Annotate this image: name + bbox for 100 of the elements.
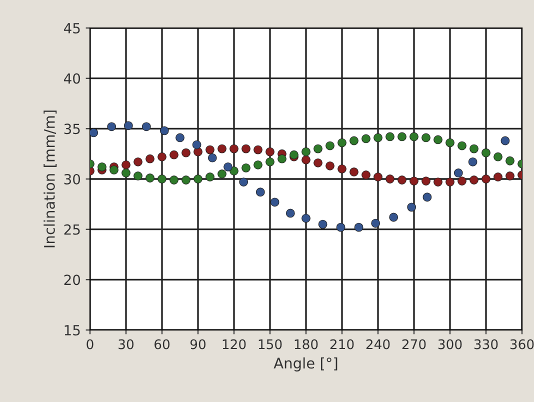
point <box>336 222 346 232</box>
point <box>350 136 358 146</box>
point <box>410 176 418 186</box>
point <box>242 163 250 172</box>
point <box>338 164 346 174</box>
point <box>374 133 382 142</box>
point <box>434 178 442 186</box>
point <box>160 126 169 136</box>
y-tick-label: 25 <box>64 224 80 235</box>
point <box>134 172 142 180</box>
point <box>398 176 406 184</box>
point <box>242 144 250 154</box>
point <box>314 158 322 168</box>
point <box>398 132 406 142</box>
point <box>254 160 262 170</box>
point <box>422 192 432 202</box>
point <box>494 172 502 182</box>
point <box>422 133 430 142</box>
x-tick-label: 210 <box>330 339 354 350</box>
x-tick-label: 360 <box>510 339 534 350</box>
point <box>500 136 510 146</box>
point <box>422 176 430 186</box>
x-tick-label: 0 <box>86 339 94 350</box>
x-axis-title: Angle [°] <box>274 357 338 372</box>
point <box>239 178 248 186</box>
point <box>124 121 133 130</box>
point <box>326 141 334 150</box>
point <box>410 132 418 142</box>
point <box>389 212 398 222</box>
point <box>454 168 463 178</box>
point <box>90 128 98 138</box>
point <box>482 148 490 158</box>
y-tick-label: 40 <box>64 73 80 84</box>
point <box>192 140 202 150</box>
point <box>182 148 190 158</box>
point <box>314 144 322 154</box>
point <box>286 208 295 218</box>
point <box>206 145 214 154</box>
point <box>146 154 154 164</box>
point <box>446 138 454 148</box>
point <box>208 153 217 162</box>
point <box>326 161 334 170</box>
point <box>434 135 442 144</box>
y-tick-label: 15 <box>64 325 80 336</box>
point <box>302 214 310 223</box>
point <box>110 165 118 174</box>
point <box>256 188 265 197</box>
point <box>374 172 382 182</box>
point <box>278 154 286 164</box>
x-tick-label: 240 <box>366 339 390 350</box>
point <box>218 144 226 154</box>
y-axis-title: Inclination [mm/m] <box>44 110 57 248</box>
point <box>470 144 478 154</box>
point <box>318 220 328 229</box>
point <box>506 172 514 180</box>
x-tick-label: 180 <box>294 339 318 350</box>
point <box>107 122 116 132</box>
point <box>482 174 490 184</box>
point <box>218 170 226 178</box>
point <box>134 157 142 166</box>
point <box>362 170 370 180</box>
point <box>194 174 202 184</box>
y-tick-label: 35 <box>64 124 80 134</box>
point <box>446 178 454 186</box>
point <box>302 155 310 164</box>
point <box>386 132 394 142</box>
point <box>362 134 370 144</box>
point <box>506 156 514 166</box>
x-tick-label: 270 <box>402 339 426 350</box>
point <box>470 176 478 184</box>
point <box>266 147 274 156</box>
point <box>371 218 380 228</box>
point <box>142 122 151 132</box>
x-tick-label: 120 <box>222 339 246 350</box>
point <box>170 176 178 184</box>
x-tick-label: 30 <box>118 339 134 350</box>
point <box>176 133 184 142</box>
point <box>170 150 178 160</box>
y-tick-label: 30 <box>64 174 80 184</box>
point <box>146 174 154 182</box>
x-tick-label: 60 <box>154 339 170 350</box>
point <box>350 168 358 176</box>
point <box>458 176 466 186</box>
y-tick-label: 45 <box>64 23 80 34</box>
point <box>158 152 166 162</box>
point <box>302 147 310 156</box>
point <box>254 145 262 154</box>
point <box>270 198 280 207</box>
point <box>338 138 346 148</box>
point <box>206 172 214 182</box>
point <box>122 160 130 170</box>
x-tick-label: 90 <box>190 339 206 350</box>
x-tick-label: 330 <box>474 339 498 350</box>
point <box>407 202 416 212</box>
x-tick-label: 300 <box>438 339 462 350</box>
point <box>230 166 238 176</box>
point <box>494 152 502 162</box>
point <box>458 141 466 150</box>
point <box>98 162 106 172</box>
point <box>122 168 130 178</box>
